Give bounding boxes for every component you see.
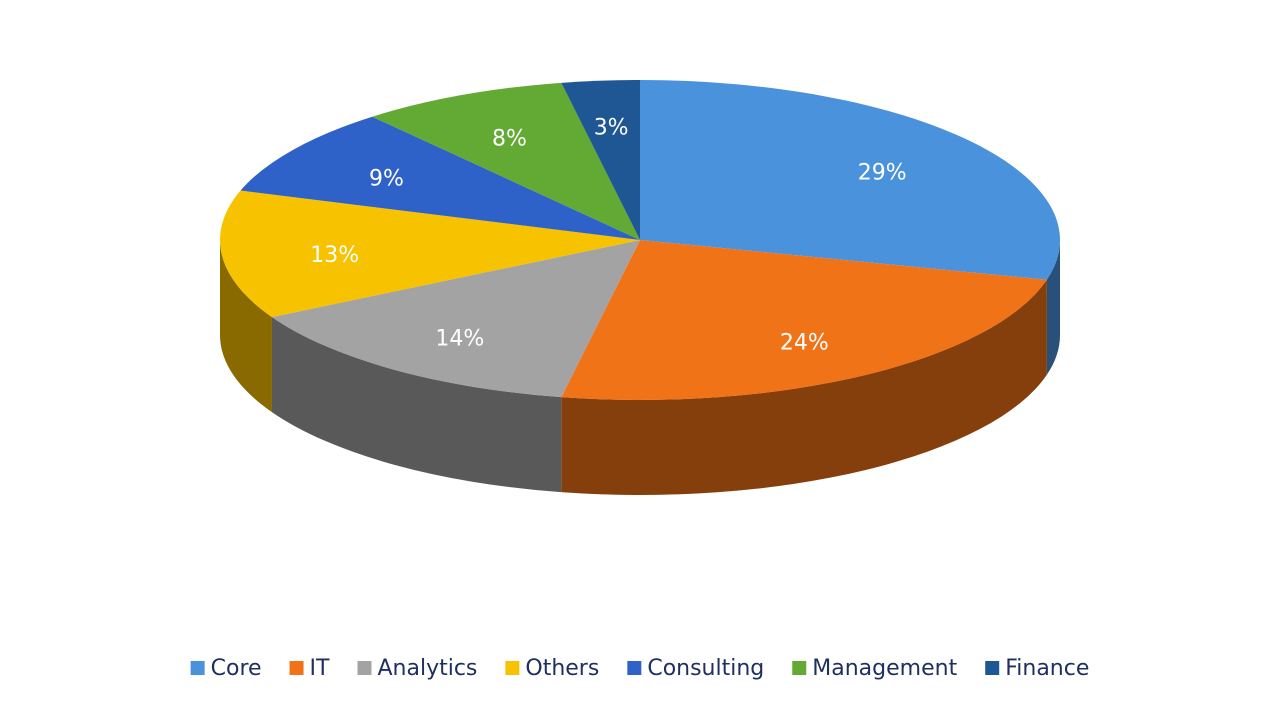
legend-label: IT (310, 656, 330, 681)
legend-label: Finance (1005, 656, 1089, 681)
data-label: 24% (780, 331, 829, 356)
slice-side-shade (220, 240, 272, 413)
slice (561, 80, 640, 240)
legend-item: IT (289, 656, 330, 681)
legend-swatch (985, 661, 1000, 675)
data-label: 9% (369, 166, 404, 191)
legend-swatch (627, 661, 642, 675)
legend-item: Core (190, 656, 262, 681)
legend-swatch (357, 661, 372, 675)
legend-swatch (190, 661, 205, 675)
legend-swatch (792, 661, 807, 675)
legend-label: Core (211, 656, 262, 681)
slice-side-shade (561, 279, 1047, 495)
legend-item: Others (505, 656, 599, 681)
slice (372, 82, 640, 240)
legend-item: Analytics (357, 656, 477, 681)
slice-side-shade (271, 317, 562, 493)
slice-side (1046, 240, 1060, 375)
slice-side-shade (1046, 240, 1060, 375)
legend-swatch (289, 661, 304, 675)
slice (640, 80, 1061, 280)
legend-label: Consulting (647, 656, 764, 681)
data-label: 3% (594, 116, 629, 141)
legend-item: Finance (985, 656, 1089, 681)
slice-side (271, 317, 562, 493)
legend-swatch (505, 661, 520, 675)
legend-label: Analytics (377, 656, 477, 681)
legend-item: Consulting (627, 656, 764, 681)
slice (220, 190, 640, 318)
slice (271, 240, 640, 398)
data-label: 14% (435, 326, 484, 351)
slice (240, 116, 640, 240)
slice (561, 240, 1047, 400)
legend-label: Others (525, 656, 599, 681)
legend-label: Management (812, 656, 957, 681)
slice-side (561, 279, 1047, 495)
data-label: 13% (310, 243, 359, 268)
slice-side (220, 240, 272, 413)
data-label: 29% (858, 160, 907, 185)
legend-item: Management (792, 656, 958, 681)
data-label: 8% (492, 126, 527, 151)
